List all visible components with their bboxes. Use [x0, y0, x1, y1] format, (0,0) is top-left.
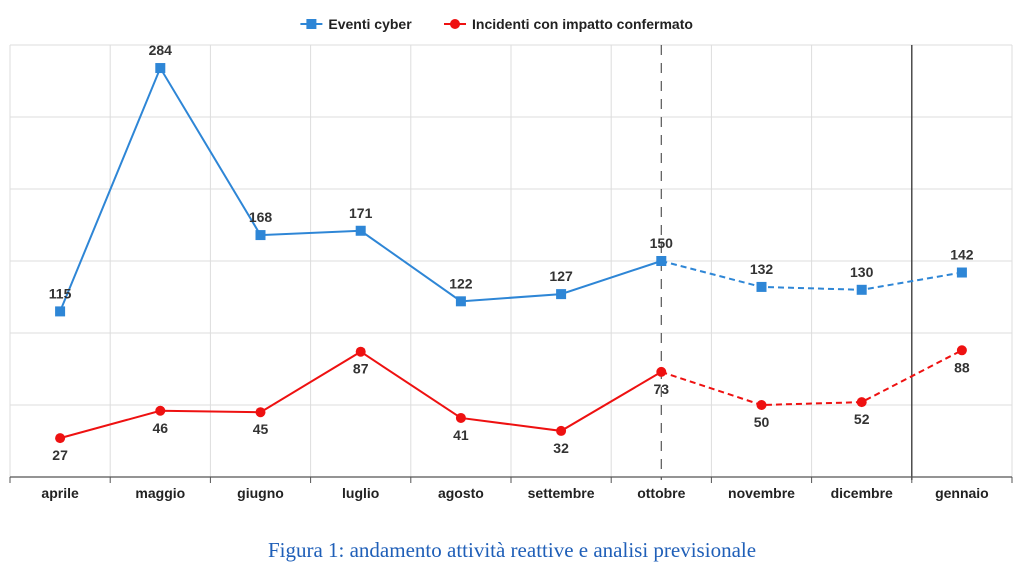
data-label: 88 — [954, 359, 970, 375]
data-label: 73 — [654, 381, 670, 397]
data-labels: 115 284 168 171 122 127 150 132 130 142 27 46 45 87 41… — [49, 42, 974, 463]
data-point-square[interactable] — [856, 284, 867, 295]
x-tick-label: maggio — [135, 485, 185, 501]
series-line-forecast — [660, 349, 963, 407]
data-point-circle[interactable] — [355, 346, 366, 357]
data-point-square[interactable] — [656, 256, 667, 266]
data-label: 150 — [650, 235, 674, 251]
legend-item[interactable]: Eventi cyber — [300, 16, 412, 32]
data-point-square[interactable] — [355, 225, 366, 236]
x-tick-label: agosto — [438, 485, 484, 501]
data-label: 168 — [249, 209, 273, 225]
x-tick-label: settembre — [528, 485, 595, 501]
legend-square-marker — [306, 19, 317, 29]
data-point-square[interactable] — [255, 230, 266, 241]
data-label: 284 — [149, 42, 173, 58]
data-point-circle[interactable] — [656, 366, 667, 377]
data-point-circle[interactable] — [556, 425, 567, 436]
data-label: 87 — [353, 361, 369, 377]
x-tick-label: giugno — [237, 485, 284, 501]
x-tick-label: dicembre — [831, 485, 893, 501]
data-point-circle[interactable] — [255, 407, 266, 418]
x-tick-label: aprile — [41, 485, 79, 501]
data-point-square[interactable] — [455, 296, 466, 307]
data-point-square[interactable] — [956, 267, 967, 278]
data-point-circle[interactable] — [956, 345, 967, 356]
data-label: 171 — [349, 205, 373, 221]
legend[interactable]: Eventi cyber Incidenti con impatto confer… — [300, 16, 693, 32]
series-line-forecast — [661, 260, 963, 291]
data-point-circle[interactable] — [756, 400, 767, 410]
figure-caption: Figura 1: andamento attività reattive e … — [267, 538, 757, 562]
data-label: 32 — [553, 440, 569, 456]
data-label: 130 — [850, 264, 874, 280]
data-label: 46 — [153, 420, 169, 436]
legend-label: Eventi cyber — [328, 16, 412, 32]
vertical-markers — [660, 45, 913, 480]
data-label: 45 — [253, 421, 269, 437]
x-axis: aprile maggio giugno luglio agosto settembre o… — [9, 476, 1013, 501]
data-label: 132 — [750, 261, 774, 277]
data-point-square[interactable] — [155, 63, 166, 74]
data-label: 52 — [854, 411, 870, 427]
legend-circle-marker — [450, 19, 460, 29]
data-point-circle[interactable] — [55, 433, 66, 444]
data-label: 127 — [549, 268, 573, 284]
x-tick-label: gennaio — [935, 485, 989, 501]
data-label: 142 — [950, 247, 974, 263]
data-point-square[interactable] — [556, 289, 567, 300]
data-point-circle[interactable] — [856, 397, 867, 408]
x-tick-label: ottobre — [637, 485, 685, 501]
data-label: 122 — [449, 275, 473, 291]
series — [55, 63, 967, 444]
grid — [9, 44, 1013, 477]
x-tick-label: novembre — [728, 485, 795, 501]
data-label: 115 — [49, 285, 72, 301]
chart: aprile maggio giugno luglio agosto settembre o… — [9, 16, 1013, 501]
x-tick-label: luglio — [342, 485, 379, 501]
data-point-circle[interactable] — [455, 412, 466, 423]
data-point-circle[interactable] — [155, 405, 166, 416]
data-label: 50 — [754, 414, 770, 430]
legend-label: Incidenti con impatto confermato — [472, 16, 693, 32]
data-label: 41 — [453, 427, 469, 443]
data-label: 27 — [52, 447, 68, 463]
data-point-square[interactable] — [55, 306, 66, 317]
legend-item[interactable]: Incidenti con impatto confermato — [444, 16, 693, 32]
data-point-square[interactable] — [756, 281, 767, 292]
